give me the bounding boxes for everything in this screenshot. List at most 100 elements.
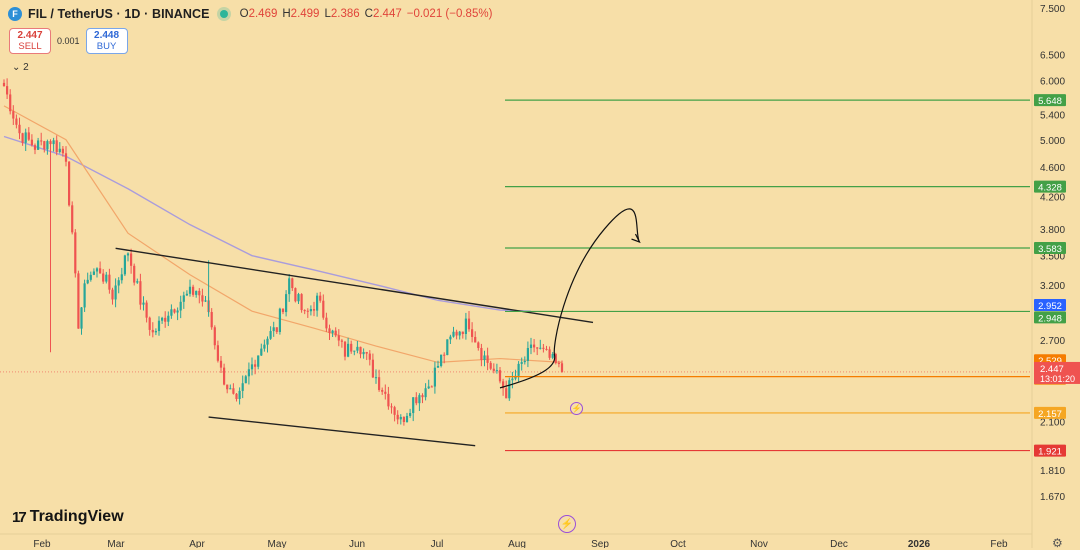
trade-panel: 2.447 SELL 0.001 2.448 BUY [9, 28, 128, 54]
candle [362, 352, 365, 355]
candle [523, 360, 526, 363]
candle [511, 378, 514, 381]
candle [399, 416, 402, 420]
candle [502, 381, 505, 389]
candle [30, 139, 33, 146]
candle [424, 388, 427, 398]
candle [418, 395, 421, 404]
candle [188, 286, 192, 294]
candle [433, 367, 436, 387]
candle [108, 274, 111, 290]
candle [27, 132, 30, 140]
candle [247, 369, 250, 377]
candle [495, 370, 498, 372]
candle [384, 391, 387, 394]
symbol-title[interactable]: FIL / TetherUS · 1D · BINANCE [28, 7, 210, 21]
candle [257, 355, 260, 367]
candle [514, 375, 517, 379]
candle [517, 363, 520, 376]
logo-text: TradingView [29, 508, 124, 525]
candle [539, 347, 542, 349]
x-tick-label: Nov [750, 539, 768, 548]
indicators-toggle[interactable]: ⌄ 2 [12, 62, 29, 73]
candle [533, 344, 536, 348]
channel-upper-trendline [115, 247, 594, 324]
candle [226, 384, 229, 390]
lightning-icon[interactable]: ⚡ [558, 515, 576, 533]
buy-price: 2.448 [94, 30, 120, 41]
candle [130, 253, 133, 266]
candle [68, 161, 71, 206]
candle [120, 274, 123, 281]
candle [117, 280, 120, 286]
price-badge [1034, 311, 1066, 324]
ma-slow-line [3, 135, 532, 312]
candle [99, 268, 102, 274]
buy-button[interactable]: 2.448 BUY [85, 28, 128, 54]
candle [356, 346, 359, 351]
candle [471, 329, 474, 337]
candle [250, 364, 254, 370]
buy-label: BUY [96, 41, 117, 52]
candle [61, 148, 64, 154]
y-tick-label: 6.500 [1040, 50, 1065, 61]
candle [387, 393, 390, 407]
candle [464, 318, 467, 334]
y-tick-label: 5.400 [1040, 111, 1065, 122]
candle [223, 367, 226, 385]
candle [368, 353, 371, 360]
candle [328, 328, 331, 333]
candles [2, 78, 564, 426]
candle [455, 331, 458, 336]
ohlc-values: O2.469 H2.499 L2.386 C2.447 −0.021 (−0.8… [240, 8, 493, 20]
y-tick-label: 3.200 [1040, 281, 1065, 292]
candle [436, 365, 440, 368]
candle [161, 317, 164, 321]
tradingview-logo: 17 TradingView [12, 508, 124, 526]
gear-icon[interactable]: ⚙ [1052, 536, 1063, 550]
candle [545, 348, 548, 350]
candle [21, 133, 24, 143]
candle [285, 294, 288, 313]
candle [390, 406, 393, 408]
event-marker-icon[interactable]: ⚡ [570, 402, 583, 415]
candle [192, 286, 195, 295]
candle [405, 415, 409, 422]
candle [343, 341, 347, 357]
price-badge-label: 2.157 [1038, 409, 1062, 420]
candle [520, 362, 523, 364]
y-tick-label: 5.000 [1040, 136, 1065, 147]
candle [350, 343, 353, 352]
candle [37, 140, 40, 150]
ohlc-close: C2.447 [364, 8, 402, 20]
candle [173, 309, 176, 313]
candle [182, 295, 185, 302]
candle [483, 355, 486, 360]
candle [467, 318, 471, 330]
x-tick-label: Sep [591, 539, 609, 548]
candle [381, 389, 384, 392]
candle [303, 310, 306, 312]
candle [409, 413, 412, 416]
candle [554, 354, 557, 364]
sell-button[interactable]: 2.447 SELL [9, 28, 51, 54]
candle [548, 349, 551, 358]
candle [216, 345, 219, 361]
candle [560, 363, 564, 372]
candle [74, 232, 77, 274]
candle [458, 331, 461, 336]
candle [312, 309, 316, 311]
candle [83, 283, 86, 308]
candle [505, 388, 508, 399]
x-tick-label: Oct [670, 539, 686, 548]
candle [185, 293, 188, 296]
candle [210, 312, 213, 328]
candle [263, 344, 266, 349]
candle [238, 390, 241, 399]
candle [254, 364, 257, 367]
price-badge-label: 3.583 [1038, 244, 1062, 255]
candle [430, 386, 433, 388]
candle [396, 414, 399, 420]
candle [325, 317, 328, 329]
